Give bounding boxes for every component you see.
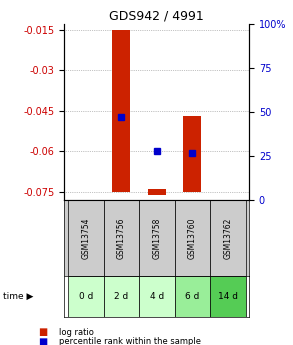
Bar — [68, 276, 103, 317]
Bar — [103, 200, 139, 276]
Text: percentile rank within the sample: percentile rank within the sample — [59, 337, 201, 345]
Text: GSM13762: GSM13762 — [223, 217, 232, 259]
Text: 14 d: 14 d — [218, 292, 238, 301]
Bar — [210, 200, 246, 276]
Bar — [175, 200, 210, 276]
Text: GSM13754: GSM13754 — [81, 217, 90, 259]
Text: GSM13758: GSM13758 — [152, 217, 161, 259]
Text: 4 d: 4 d — [150, 292, 164, 301]
Title: GDS942 / 4991: GDS942 / 4991 — [109, 10, 204, 23]
Text: log ratio: log ratio — [59, 328, 93, 337]
Bar — [113, 30, 130, 192]
Text: 0 d: 0 d — [79, 292, 93, 301]
Bar — [68, 200, 103, 276]
Bar — [148, 189, 166, 195]
Bar — [103, 276, 139, 317]
Text: GSM13760: GSM13760 — [188, 217, 197, 259]
Text: 6 d: 6 d — [185, 292, 200, 301]
Text: GSM13756: GSM13756 — [117, 217, 126, 259]
Bar — [175, 276, 210, 317]
Bar — [139, 276, 175, 317]
Bar — [210, 276, 246, 317]
Bar — [139, 200, 175, 276]
Text: ■: ■ — [38, 327, 47, 337]
Text: ■: ■ — [38, 337, 47, 345]
Text: 2 d: 2 d — [114, 292, 128, 301]
Text: time ▶: time ▶ — [3, 292, 33, 301]
Bar — [183, 116, 201, 192]
